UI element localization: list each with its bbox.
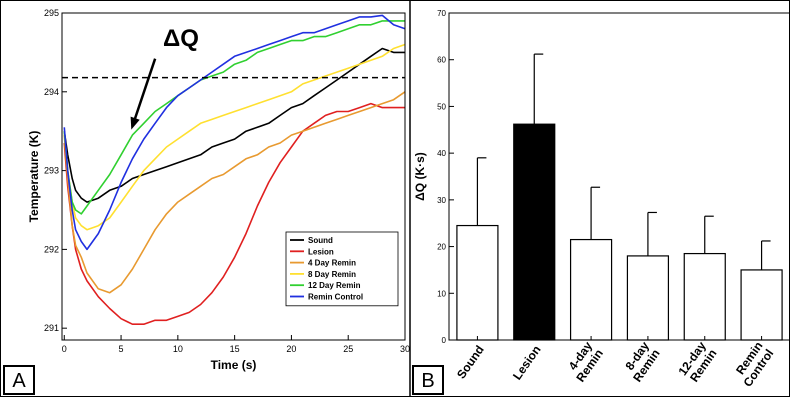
series-line-2 [63, 102, 405, 325]
a-x-tick-label: 0 [62, 344, 67, 354]
series-line-1 [63, 47, 405, 203]
a-legend-label: 12 Day Remin [308, 281, 361, 290]
arrow-shaft [132, 58, 157, 122]
b-y-axis-ticks: 0 10 20 30 40 50 60 70 [437, 9, 454, 345]
panel-a-letter: A [12, 370, 26, 392]
panel-b-badge: B [412, 365, 444, 395]
b-y-axis-label: ΔQ (K·s) [413, 152, 427, 201]
a-y-tick-label: 295 [44, 8, 59, 18]
a-plot-frame [61, 12, 406, 341]
bar-3 [569, 238, 613, 341]
a-x-tick-label: 20 [286, 344, 296, 354]
bar-1 [456, 224, 499, 341]
arrow-head [130, 116, 140, 130]
a-x-tick-label: 25 [343, 344, 353, 354]
a-x-tick-label: 15 [230, 344, 240, 354]
series-line-4 [63, 43, 406, 231]
panel-a-badge: A [3, 365, 35, 395]
bar-5 [683, 252, 726, 341]
bar-4 [626, 255, 670, 341]
a-legend: Sound Lesion 4 Day Remin 8 Day Remin 12 Day … [285, 231, 399, 307]
a-series-lines [63, 14, 406, 325]
b-y-tick-label: 70 [437, 9, 446, 18]
delta-q-annotation: ΔQ [163, 25, 199, 52]
b-y-tick-label: 30 [437, 196, 446, 205]
a-y-tick-label: 292 [44, 244, 59, 254]
bar-2 [513, 123, 556, 341]
a-legend-label: Sound [308, 236, 333, 245]
series-line-5 [63, 20, 405, 215]
b-y-tick-label: 10 [437, 289, 446, 298]
delta-q-arrow [130, 58, 157, 130]
a-x-axis-label: Time (s) [211, 358, 257, 372]
b-bars [456, 53, 783, 341]
bar-6 [740, 269, 783, 341]
a-legend-label: 8 Day Remin [308, 270, 356, 279]
panel-a-line-chart: 291 292 293 294 295 0 5 10 15 20 25 30 ΔQ Sound Les… [3, 8, 410, 395]
a-legend-label: Lesion [308, 247, 334, 256]
a-x-tick-label: 10 [173, 344, 183, 354]
a-y-axis-label: Temperature (K) [27, 131, 41, 223]
a-y-tick-label: 291 [44, 323, 59, 333]
b-y-tick-label: 20 [437, 243, 446, 252]
b-y-tick-label: 50 [437, 102, 446, 111]
a-legend-label: Remin Control [308, 293, 363, 302]
a-legend-box [285, 231, 399, 307]
a-x-axis-ticks: 0 5 10 15 20 25 30 [62, 335, 410, 354]
series-line-6 [63, 14, 406, 251]
a-x-tick-label: 5 [119, 344, 124, 354]
b-y-tick-label: 40 [437, 149, 446, 158]
series-line-3 [63, 91, 406, 294]
a-y-tick-label: 294 [44, 87, 59, 97]
a-legend-label: 4 Day Remin [308, 259, 356, 268]
b-y-tick-label: 0 [442, 336, 447, 345]
b-y-tick-label: 60 [437, 56, 446, 65]
panel-b-letter: B [421, 370, 434, 392]
b-plot-frame [448, 12, 790, 341]
a-x-tick-label: 30 [400, 344, 410, 354]
a-y-tick-label: 293 [44, 166, 59, 176]
